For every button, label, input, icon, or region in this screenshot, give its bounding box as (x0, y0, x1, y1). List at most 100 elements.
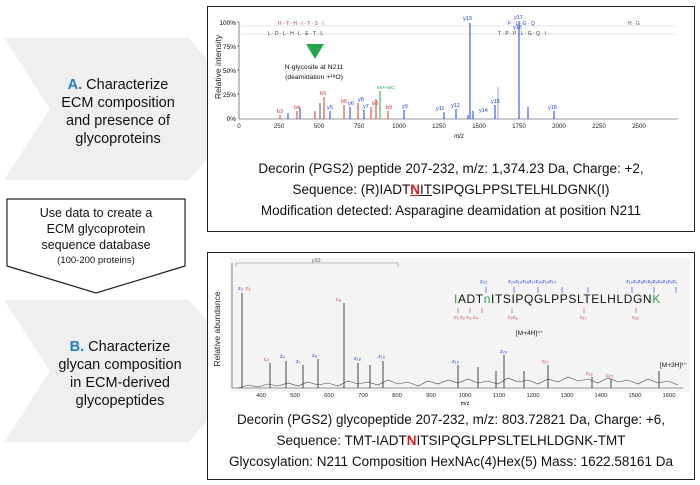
peak-label: b4 (294, 105, 300, 111)
peak-label: b9 (386, 105, 392, 111)
panel-b-xtick: 1300 (561, 393, 574, 399)
glycosite-sublabel: (deamidation +¹⁸O) (285, 74, 343, 81)
sequence-glycosite: N (406, 433, 417, 448)
sequence-glycosite: N (410, 182, 420, 197)
peak-label: y6 (348, 101, 354, 107)
panel-a-xtick: 1250 (432, 123, 446, 130)
svg-text:z₂₀z₁₉z₁₈z₁₇z₁₆z₁₅z₁₄: z₂₀z₁₉z₁₈z₁₇z₁₆z₁₅z₁₄ (508, 279, 557, 285)
panel-a-caption-sequence: Sequence: (R)IADTNITSIPQGLPPSLTELHLDGNK(… (208, 179, 694, 200)
peak-label: y16 (513, 25, 522, 31)
peak-label: y9 (402, 104, 408, 110)
sequence-motif: IT (419, 182, 432, 197)
peak-label: y8 (358, 97, 364, 103)
panel-a-xtick: 250 (274, 123, 285, 130)
svg-text:z₈: z₈ (312, 353, 317, 359)
svg-text:c₂: c₂ (264, 357, 269, 363)
panel-b-xtick: 400 (256, 393, 266, 399)
panel-a-ytick: 0% (227, 116, 237, 123)
svg-text:z₁₈: z₁₈ (354, 356, 361, 362)
sequence-prefix: Sequence: TMT-IADT (276, 433, 407, 448)
svg-text:c₂₂: c₂₂ (632, 315, 639, 321)
svg-text:c₁₇: c₁₇ (542, 359, 549, 365)
database-step-label: Use data to create a ECM glycoprotein se… (6, 205, 186, 269)
panel-b-xtick: 800 (392, 393, 402, 399)
panel-a-xtick: 2500 (632, 123, 646, 130)
step-a-letter: A. (67, 77, 83, 93)
step-a-chevron (4, 38, 250, 180)
panel-b-xtick: 1000 (459, 393, 472, 399)
step-a-label: A. Characterize ECM composition and pres… (28, 76, 208, 148)
panel-b-sequence-map: IADTnITSIPQGLPPSLTELHLDGNK z₂₃ z₂₀z₁₉z₁₈z… (454, 279, 677, 321)
panel-a-xtick: 1750 (512, 123, 526, 130)
glycosite-marker-icon (306, 44, 324, 59)
panel-b-xlabel: m/z (461, 401, 470, 407)
panel-a-xtick: 750 (354, 123, 365, 130)
panel-b-caption-sequence: Sequence: TMT-IADTNITSIPQGLPPSLTELHLDGNK… (208, 430, 694, 451)
peak-label: y15 (491, 99, 500, 105)
database-note: (100-200 proteins) (57, 255, 135, 266)
panel-b-xtick: 900 (426, 393, 436, 399)
svg-text:c₆: c₆ (336, 297, 341, 303)
panel-a-xtick: 0 (237, 123, 241, 130)
panel-b-xtick: 1600 (663, 393, 676, 399)
panel-a-caption-line1: Decorin (PGS2) peptide 207-232, m/z: 1,3… (258, 161, 644, 176)
panel-a-b-labels: b8 b6 b5 b4 b3 (277, 91, 378, 115)
panel-b-xtick: 1400 (595, 393, 608, 399)
peak-label: y17 (514, 15, 523, 21)
peak-label: b5 (320, 91, 326, 97)
peak-label: b8 (372, 101, 378, 107)
database-line: ECM glycoprotein (46, 222, 146, 236)
panel-b-xtick: 1200 (527, 393, 540, 399)
panel-a-peak-labels: y13 y17 y16 y18 y15 y14 y12 y11 y9 y7 (363, 15, 557, 114)
peak-label: y18 (548, 105, 557, 111)
database-step-arrow (6, 198, 186, 294)
step-a-line: Characterize (86, 77, 169, 93)
step-b-line: glycopeptides (75, 393, 165, 409)
sequence-suffix: SIPQGLPPSLTELHLDGNK(I) (431, 182, 610, 197)
panel-b-ylabel: Relative abundance (212, 291, 222, 366)
panel-a-ytick: 75% (223, 44, 236, 51)
peak-label: b6 (341, 99, 347, 105)
svg-text:z₁₆: z₁₆ (452, 359, 459, 365)
panel-a-xtick: 500 (314, 123, 325, 130)
sequence-suffix: ITSIPQGLPPSLTELHLDGNK-TMT (416, 433, 626, 448)
ion-label-m3h: [M+3H]³⁺ (660, 362, 687, 369)
step-b-line: Characterize (88, 339, 171, 355)
panel-a-fragment-ladder: H · T · H · I · T · S · I L · D · L · H … (241, 21, 678, 37)
panel-a-xtick: 1000 (392, 123, 406, 130)
panel-a-peaks (279, 21, 555, 119)
panel-b-spectrum: Relative abundance y10 400 500 600 700 8… (212, 258, 690, 407)
panel-a-xlabel: m/z (454, 134, 464, 140)
panel-a-xtick: 2000 (552, 123, 566, 130)
panel-b-peaks (241, 293, 660, 388)
panel-b-xtick: 600 (324, 393, 334, 399)
svg-text:z₂₃: z₂₃ (480, 279, 487, 285)
panel-a-ytick: 100% (219, 20, 236, 27)
panel-a-xtick: 2250 (592, 123, 606, 130)
y10-bracket (235, 262, 399, 267)
panel-a: Relative intensity 100% 75% 50% 25% 0% 0… (207, 6, 695, 232)
svg-text:L · D · L · H · L · E · T · L: L · D · L · H · L · E · T · L (268, 31, 323, 37)
panel-b-xtick: 1100 (493, 393, 505, 399)
peak-label: y14 (479, 108, 488, 114)
panel-a-ytick: 50% (223, 68, 236, 75)
svg-text:c₁: c₁ (246, 286, 251, 292)
step-a-line: and presence of (66, 113, 170, 129)
glycosite-label: N-glycosite at N211 (285, 64, 344, 71)
panel-a-ylabel: Relative intensity (213, 34, 223, 99)
svg-text:z₁₉: z₁₉ (378, 354, 385, 360)
peak-label: y13 (463, 16, 472, 22)
svg-text:F · L · G · Q: F · L · G · Q (508, 21, 535, 27)
panel-a-xtick: 1500 (472, 123, 486, 130)
svg-text:c₂₂: c₂₂ (606, 373, 613, 379)
panel-b-ion-labels: z₃ c₁ c₆ c₂ z₄ z₇ z₈ z₁₈ z₁₉ z₁₆ z₂₀ c₁₇ … (238, 286, 613, 379)
svg-text:H · G: H · G (628, 21, 640, 27)
svg-text:H · T · H · I · T · S · I: H · T · H · I · T · S · I (278, 21, 324, 27)
svg-text:z₂₀: z₂₀ (500, 349, 507, 355)
panel-b-xtick: 500 (290, 393, 300, 399)
svg-text:T · P · P · L · G · Q · I: T · P · P · L · G · Q · I (498, 31, 546, 37)
y10-label: y10 (312, 258, 321, 264)
step-b-letter: B. (69, 339, 85, 355)
panel-a-ytick: 25% (223, 92, 236, 99)
svg-text:c₇c₈: c₇c₈ (508, 315, 518, 321)
